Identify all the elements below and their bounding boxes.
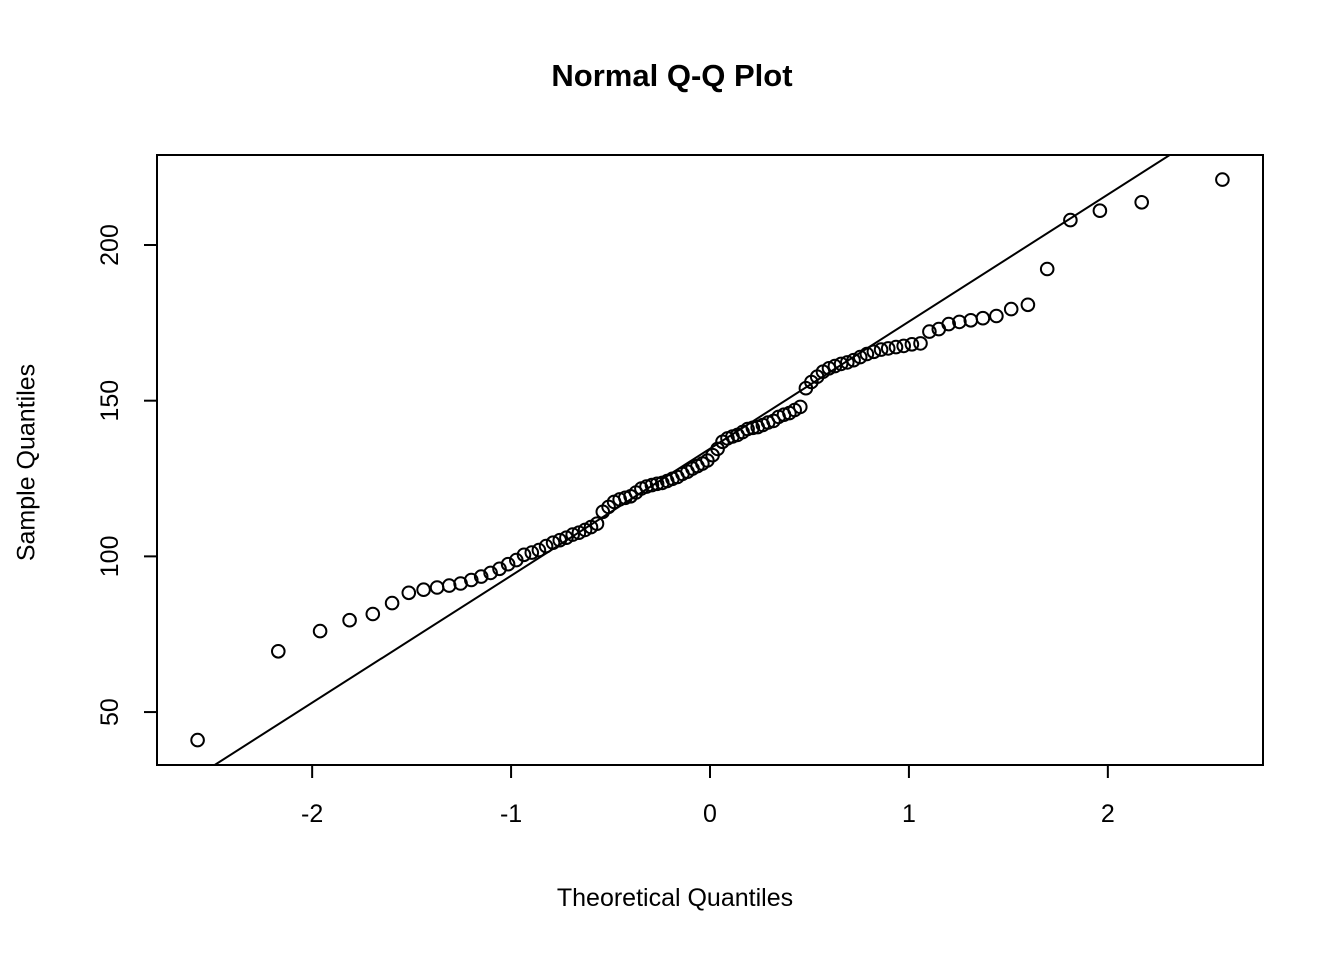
data-point xyxy=(888,339,904,355)
data-point xyxy=(859,346,875,362)
data-point xyxy=(524,545,540,560)
data-point xyxy=(866,344,882,360)
data-point xyxy=(896,338,912,354)
data-point xyxy=(401,585,417,601)
data-point xyxy=(565,527,581,542)
data-point xyxy=(483,565,498,581)
data-point xyxy=(429,580,445,595)
x-tick-label: -2 xyxy=(301,800,323,828)
data-point xyxy=(538,538,554,554)
data-point xyxy=(492,561,507,577)
data-point xyxy=(1003,301,1019,317)
x-tick-label: 1 xyxy=(902,800,916,828)
data-point xyxy=(1039,261,1055,277)
y-axis-label: Sample Quantiles xyxy=(12,363,41,562)
data-point xyxy=(384,595,400,611)
data-point xyxy=(473,569,489,584)
data-point xyxy=(793,399,808,415)
x-tick-label: 0 xyxy=(703,800,717,828)
data-point xyxy=(840,355,855,370)
data-point xyxy=(880,341,896,356)
data-point xyxy=(1215,172,1230,187)
x-axis-label: Theoretical Quantiles xyxy=(0,884,1344,913)
data-point xyxy=(852,349,868,365)
data-point xyxy=(922,324,937,339)
data-point xyxy=(1092,203,1108,218)
x-axis-label-text: Theoretical Quantiles xyxy=(556,884,794,912)
data-point xyxy=(271,644,286,659)
data-point xyxy=(904,337,920,352)
data-point xyxy=(649,476,665,492)
data-point xyxy=(941,316,957,332)
data-point xyxy=(464,572,479,588)
data-point xyxy=(1020,297,1036,313)
data-point xyxy=(846,352,861,368)
data-point xyxy=(1063,212,1078,228)
data-point xyxy=(873,342,889,357)
y-tick-label: 150 xyxy=(96,380,124,422)
x-tick-label: -1 xyxy=(500,800,522,828)
data-point xyxy=(545,535,561,551)
y-tick-label: 100 xyxy=(96,536,124,578)
data-point xyxy=(365,606,381,622)
data-point xyxy=(312,623,328,639)
data-point xyxy=(416,582,431,598)
chart-title: Normal Q-Q Plot xyxy=(551,58,793,93)
y-tick-label: 50 xyxy=(96,698,124,726)
data-point xyxy=(190,732,205,748)
data-point xyxy=(989,308,1004,324)
data-point xyxy=(342,612,357,628)
data-point xyxy=(589,516,605,532)
data-point xyxy=(552,532,568,548)
data-point xyxy=(516,547,532,563)
y-tick-label: 200 xyxy=(96,224,124,266)
data-point xyxy=(531,542,547,558)
data-point xyxy=(975,310,991,326)
data-point xyxy=(745,420,761,436)
data-point xyxy=(500,556,516,572)
data-point xyxy=(913,336,928,351)
data-point xyxy=(1134,195,1149,210)
x-tick-label: 2 xyxy=(1101,800,1115,828)
